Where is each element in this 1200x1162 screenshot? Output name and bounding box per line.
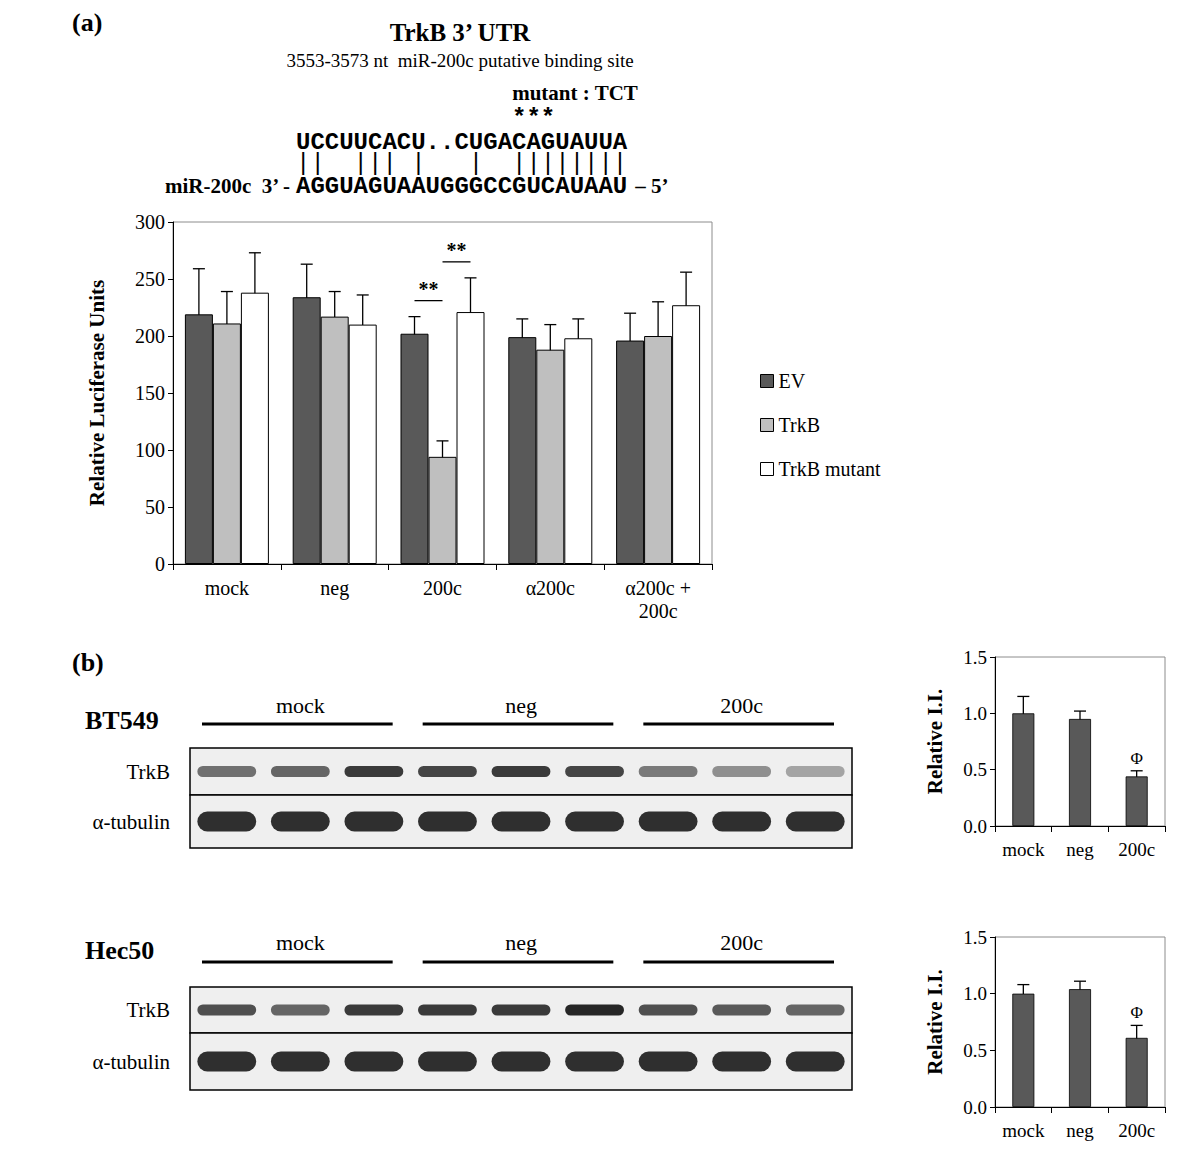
svg-text:AGGUAGUAAUGGGCCGUCAUAAU: AGGUAGUAAUGGGCCGUCAUAAU bbox=[296, 173, 627, 200]
svg-text:mock: mock bbox=[276, 930, 325, 955]
svg-text:TrkB: TrkB bbox=[126, 998, 170, 1022]
svg-text:200c: 200c bbox=[720, 930, 763, 955]
svg-text:1.5: 1.5 bbox=[963, 647, 987, 668]
svg-text:UCCUUCACU..CUGACAGUAUUA: UCCUUCACU..CUGACAGUAUUA bbox=[296, 128, 628, 156]
svg-text:1.0: 1.0 bbox=[963, 703, 987, 724]
svg-text:Φ: Φ bbox=[1130, 749, 1142, 768]
svg-text:TrkB: TrkB bbox=[126, 760, 170, 784]
svg-text:Hec50: Hec50 bbox=[85, 936, 154, 965]
svg-text:TrkB: TrkB bbox=[779, 414, 821, 436]
svg-text:neg: neg bbox=[1066, 839, 1094, 860]
svg-text:0.5: 0.5 bbox=[963, 759, 987, 780]
svg-text:BT549: BT549 bbox=[85, 706, 159, 735]
svg-text:3553-3573 nt miR-200c putativ: 3553-3573 nt miR-200c putative binding s… bbox=[286, 50, 633, 71]
svg-text:(b): (b) bbox=[72, 648, 104, 677]
svg-text:mutant : TCT: mutant : TCT bbox=[512, 81, 638, 105]
svg-text:200c: 200c bbox=[1118, 839, 1155, 860]
svg-text:200: 200 bbox=[135, 325, 165, 347]
svg-text:Relative I.I.: Relative I.I. bbox=[923, 689, 947, 795]
svg-text:300: 300 bbox=[135, 211, 165, 233]
svg-text:neg: neg bbox=[505, 693, 537, 718]
svg-text:TrkB mutant: TrkB mutant bbox=[779, 458, 882, 480]
svg-text:200c: 200c bbox=[720, 693, 763, 718]
svg-text:100: 100 bbox=[135, 439, 165, 461]
svg-text:EV: EV bbox=[779, 370, 806, 392]
svg-text:1.5: 1.5 bbox=[963, 927, 987, 948]
svg-text:250: 250 bbox=[135, 268, 165, 290]
svg-text:mock: mock bbox=[276, 693, 325, 718]
svg-text:mock: mock bbox=[205, 577, 249, 599]
svg-text:miR-200c 3’ -: miR-200c 3’ - bbox=[165, 174, 290, 198]
svg-text:mock: mock bbox=[1002, 1120, 1045, 1141]
svg-text:TrkB 3’ UTR: TrkB 3’ UTR bbox=[390, 19, 532, 46]
svg-text:α-tubulin: α-tubulin bbox=[93, 810, 171, 834]
svg-text:0.0: 0.0 bbox=[963, 1097, 987, 1118]
svg-text:neg: neg bbox=[1066, 1120, 1094, 1141]
svg-text:Relative Luciferase Units: Relative Luciferase Units bbox=[85, 280, 109, 506]
svg-text:mock: mock bbox=[1002, 839, 1045, 860]
svg-text:α200c: α200c bbox=[526, 577, 575, 599]
svg-text:Φ: Φ bbox=[1130, 1003, 1142, 1022]
svg-text:**: ** bbox=[419, 278, 439, 300]
svg-text:0.0: 0.0 bbox=[963, 816, 987, 837]
svg-text:50: 50 bbox=[145, 496, 165, 518]
svg-text:neg: neg bbox=[320, 577, 349, 600]
svg-text:200c: 200c bbox=[1118, 1120, 1155, 1141]
svg-text:***: *** bbox=[512, 105, 555, 132]
svg-text:α-tubulin: α-tubulin bbox=[93, 1050, 171, 1074]
svg-text:neg: neg bbox=[505, 930, 537, 955]
svg-text:200c: 200c bbox=[423, 577, 462, 599]
svg-text:150: 150 bbox=[135, 382, 165, 404]
svg-text:– 5’: – 5’ bbox=[634, 174, 668, 198]
svg-text:0.5: 0.5 bbox=[963, 1040, 987, 1061]
svg-text:0: 0 bbox=[155, 553, 165, 575]
svg-text:(a): (a) bbox=[72, 8, 102, 37]
svg-text:α200c +: α200c + bbox=[625, 577, 691, 599]
svg-text:200c: 200c bbox=[639, 600, 678, 622]
svg-text:1.0: 1.0 bbox=[963, 983, 987, 1004]
svg-text:**: ** bbox=[447, 239, 467, 261]
svg-text:Relative I.I.: Relative I.I. bbox=[923, 969, 947, 1075]
